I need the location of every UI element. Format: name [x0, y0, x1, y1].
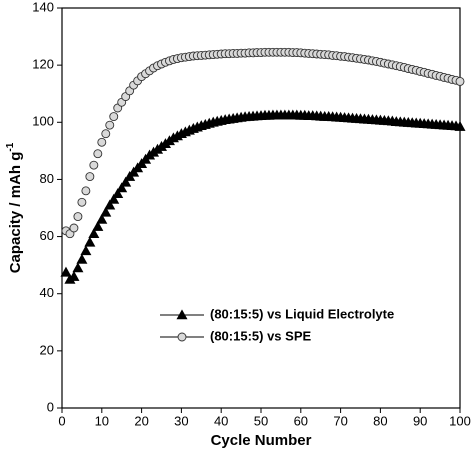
x-tick-label: 100	[449, 413, 471, 428]
data-point	[89, 160, 99, 170]
x-tick-label: 30	[174, 413, 188, 428]
x-tick-label: 80	[373, 413, 387, 428]
data-point	[120, 176, 132, 187]
data-point	[85, 172, 95, 182]
data-point	[72, 262, 84, 273]
data-point	[76, 253, 88, 264]
data-point	[80, 245, 92, 256]
data-point	[92, 220, 104, 231]
data-point	[81, 186, 91, 196]
x-tick-label: 20	[134, 413, 148, 428]
data-point	[101, 129, 111, 139]
data-point	[116, 182, 128, 193]
y-tick-label: 60	[40, 228, 54, 243]
data-point	[100, 206, 112, 217]
data-point	[84, 236, 96, 247]
legend-marker	[177, 332, 187, 342]
data-point	[73, 212, 83, 222]
data-point	[455, 76, 465, 86]
y-axis-label-superscript: -1	[5, 142, 16, 151]
data-point	[93, 149, 103, 159]
data-point	[68, 270, 80, 281]
x-tick-label: 10	[95, 413, 109, 428]
y-tick-label: 20	[40, 342, 54, 357]
y-tick-label: 80	[40, 171, 54, 186]
legend-label: (80:15:5) vs SPE	[210, 328, 311, 343]
x-tick-label: 40	[214, 413, 228, 428]
x-tick-label: 60	[294, 413, 308, 428]
y-tick-label: 0	[47, 399, 54, 414]
data-point	[60, 266, 72, 277]
legend-label: (80:15:5) vs Liquid Electrolyte	[210, 306, 394, 321]
y-axis-label: Capacity / mAh g-1	[5, 142, 24, 273]
data-point	[112, 188, 124, 199]
y-tick-label: 40	[40, 285, 54, 300]
data-point	[109, 112, 119, 122]
x-tick-label: 90	[413, 413, 427, 428]
y-tick-label: 100	[32, 114, 54, 129]
data-point	[96, 213, 108, 224]
y-axis-label-text: Capacity / mAh g	[7, 152, 24, 274]
data-point	[105, 120, 115, 130]
data-point	[454, 120, 466, 131]
data-point	[97, 137, 107, 147]
x-tick-label: 70	[333, 413, 347, 428]
data-point	[69, 223, 79, 233]
x-axis-label: Cycle Number	[211, 432, 312, 449]
data-point	[104, 199, 116, 210]
y-tick-label: 120	[32, 57, 54, 72]
data-point	[88, 228, 100, 239]
data-point	[108, 193, 120, 204]
data-point	[77, 197, 87, 207]
legend-marker	[176, 309, 188, 320]
x-tick-label: 0	[58, 413, 65, 428]
x-tick-label: 50	[254, 413, 268, 428]
y-tick-label: 140	[32, 0, 54, 14]
